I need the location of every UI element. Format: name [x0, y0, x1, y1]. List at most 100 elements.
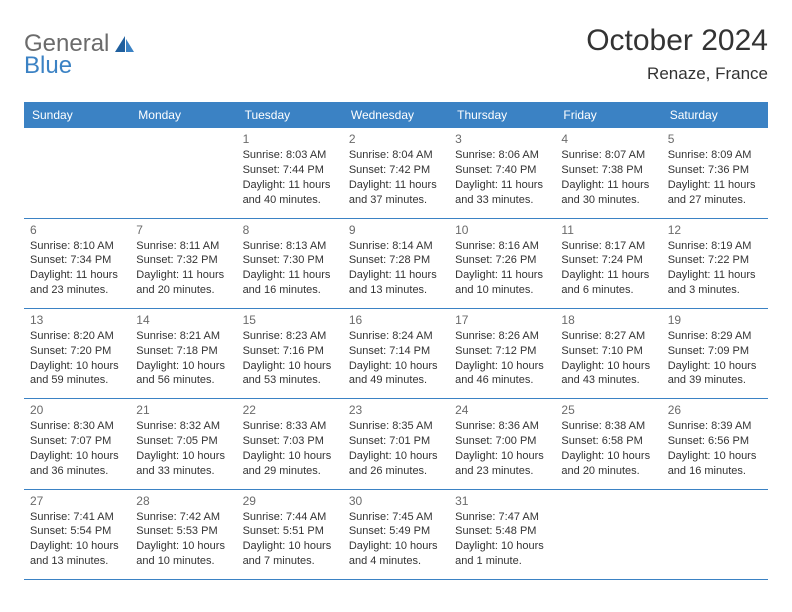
brand-part2-wrap: Blue [24, 52, 72, 80]
daylight-text: Daylight: 11 hours and 10 minutes. [455, 268, 549, 298]
daylight-text: Daylight: 10 hours and 13 minutes. [30, 539, 124, 569]
daylight-text: Daylight: 10 hours and 53 minutes. [243, 359, 337, 389]
day-number: 21 [136, 403, 230, 417]
sunset-text: Sunset: 7:26 PM [455, 253, 549, 268]
sunrise-text: Sunrise: 8:09 AM [668, 148, 762, 163]
sunset-text: Sunset: 7:05 PM [136, 434, 230, 449]
calendar-day-cell: 5Sunrise: 8:09 AMSunset: 7:36 PMDaylight… [662, 128, 768, 218]
sunset-text: Sunset: 7:10 PM [561, 344, 655, 359]
calendar-day-cell: 2Sunrise: 8:04 AMSunset: 7:42 PMDaylight… [343, 128, 449, 218]
daylight-text: Daylight: 10 hours and 43 minutes. [561, 359, 655, 389]
sunset-text: Sunset: 7:01 PM [349, 434, 443, 449]
sunset-text: Sunset: 7:09 PM [668, 344, 762, 359]
calendar-day-cell [662, 489, 768, 579]
sunrise-text: Sunrise: 8:10 AM [30, 239, 124, 254]
calendar-day-cell: 4Sunrise: 8:07 AMSunset: 7:38 PMDaylight… [555, 128, 661, 218]
sunset-text: Sunset: 5:49 PM [349, 524, 443, 539]
day-number: 29 [243, 494, 337, 508]
daylight-text: Daylight: 11 hours and 20 minutes. [136, 268, 230, 298]
day-header: Thursday [449, 102, 555, 128]
sunset-text: Sunset: 7:44 PM [243, 163, 337, 178]
sunset-text: Sunset: 7:40 PM [455, 163, 549, 178]
calendar-day-cell: 13Sunrise: 8:20 AMSunset: 7:20 PMDayligh… [24, 308, 130, 398]
daylight-text: Daylight: 10 hours and 59 minutes. [30, 359, 124, 389]
sunrise-text: Sunrise: 8:30 AM [30, 419, 124, 434]
day-number: 16 [349, 313, 443, 327]
daylight-text: Daylight: 10 hours and 49 minutes. [349, 359, 443, 389]
calendar-page: General October 2024 Renaze, France Blue… [0, 0, 792, 580]
calendar-day-cell: 30Sunrise: 7:45 AMSunset: 5:49 PMDayligh… [343, 489, 449, 579]
day-number: 2 [349, 132, 443, 146]
sunset-text: Sunset: 7:24 PM [561, 253, 655, 268]
sunset-text: Sunset: 7:22 PM [668, 253, 762, 268]
daylight-text: Daylight: 10 hours and 39 minutes. [668, 359, 762, 389]
daylight-text: Daylight: 10 hours and 33 minutes. [136, 449, 230, 479]
daylight-text: Daylight: 10 hours and 26 minutes. [349, 449, 443, 479]
calendar-day-cell: 12Sunrise: 8:19 AMSunset: 7:22 PMDayligh… [662, 218, 768, 308]
day-header: Saturday [662, 102, 768, 128]
sunset-text: Sunset: 6:58 PM [561, 434, 655, 449]
calendar-day-cell: 1Sunrise: 8:03 AMSunset: 7:44 PMDaylight… [237, 128, 343, 218]
sunrise-text: Sunrise: 8:39 AM [668, 419, 762, 434]
calendar-week-row: 20Sunrise: 8:30 AMSunset: 7:07 PMDayligh… [24, 399, 768, 489]
daylight-text: Daylight: 11 hours and 33 minutes. [455, 178, 549, 208]
day-number: 26 [668, 403, 762, 417]
sunrise-text: Sunrise: 8:07 AM [561, 148, 655, 163]
day-number: 25 [561, 403, 655, 417]
day-header-row: Sunday Monday Tuesday Wednesday Thursday… [24, 102, 768, 128]
calendar-day-cell: 9Sunrise: 8:14 AMSunset: 7:28 PMDaylight… [343, 218, 449, 308]
calendar-day-cell [24, 128, 130, 218]
calendar-day-cell: 6 Sunrise: 8:10 AMSunset: 7:34 PMDaylight… [24, 218, 130, 308]
day-number: 20 [30, 403, 124, 417]
day-number: 3 [455, 132, 549, 146]
sunrise-text: Sunrise: 7:41 AM [30, 510, 124, 525]
page-title: October 2024 [586, 24, 768, 58]
day-number: 17 [455, 313, 549, 327]
day-number: 18 [561, 313, 655, 327]
sunrise-text: Sunrise: 8:24 AM [349, 329, 443, 344]
sunset-text: Sunset: 7:32 PM [136, 253, 230, 268]
sunset-text: Sunset: 7:34 PM [30, 253, 124, 268]
day-number: 24 [455, 403, 549, 417]
sunrise-text: Sunrise: 8:16 AM [455, 239, 549, 254]
day-header: Sunday [24, 102, 130, 128]
calendar-day-cell: 23Sunrise: 8:35 AMSunset: 7:01 PMDayligh… [343, 399, 449, 489]
sunrise-text: Sunrise: 8:20 AM [30, 329, 124, 344]
day-number: 23 [349, 403, 443, 417]
calendar-week-row: 27Sunrise: 7:41 AMSunset: 5:54 PMDayligh… [24, 489, 768, 579]
sunrise-text: Sunrise: 7:42 AM [136, 510, 230, 525]
sunset-text: Sunset: 5:48 PM [455, 524, 549, 539]
sunrise-text: Sunrise: 8:19 AM [668, 239, 762, 254]
calendar-day-cell: 16Sunrise: 8:24 AMSunset: 7:14 PMDayligh… [343, 308, 449, 398]
day-number: 19 [668, 313, 762, 327]
day-number: 30 [349, 494, 443, 508]
sunrise-text: Sunrise: 8:32 AM [136, 419, 230, 434]
daylight-text: Daylight: 11 hours and 23 minutes. [30, 268, 124, 298]
sunset-text: Sunset: 7:03 PM [243, 434, 337, 449]
day-number: 31 [455, 494, 549, 508]
sunrise-text: Sunrise: 8:14 AM [349, 239, 443, 254]
brand-sail-icon [113, 34, 135, 54]
sunrise-text: Sunrise: 8:06 AM [455, 148, 549, 163]
day-number: 12 [668, 223, 762, 237]
sunset-text: Sunset: 7:36 PM [668, 163, 762, 178]
daylight-text: Daylight: 10 hours and 36 minutes. [30, 449, 124, 479]
sunrise-text: Sunrise: 8:17 AM [561, 239, 655, 254]
daylight-text: Daylight: 10 hours and 10 minutes. [136, 539, 230, 569]
sunset-text: Sunset: 7:20 PM [30, 344, 124, 359]
daylight-text: Daylight: 10 hours and 29 minutes. [243, 449, 337, 479]
brand-part2: Blue [24, 52, 72, 79]
day-number: 6 [30, 223, 124, 237]
sunrise-text: Sunrise: 8:11 AM [136, 239, 230, 254]
sunrise-text: Sunrise: 7:45 AM [349, 510, 443, 525]
calendar-day-cell: 8Sunrise: 8:13 AMSunset: 7:30 PMDaylight… [237, 218, 343, 308]
day-number: 14 [136, 313, 230, 327]
calendar-day-cell: 31Sunrise: 7:47 AMSunset: 5:48 PMDayligh… [449, 489, 555, 579]
sunrise-text: Sunrise: 8:04 AM [349, 148, 443, 163]
daylight-text: Daylight: 11 hours and 40 minutes. [243, 178, 337, 208]
title-block: October 2024 Renaze, France [586, 24, 768, 84]
calendar-day-cell: 11Sunrise: 8:17 AMSunset: 7:24 PMDayligh… [555, 218, 661, 308]
daylight-text: Daylight: 11 hours and 6 minutes. [561, 268, 655, 298]
sunset-text: Sunset: 7:16 PM [243, 344, 337, 359]
sunset-text: Sunset: 7:28 PM [349, 253, 443, 268]
